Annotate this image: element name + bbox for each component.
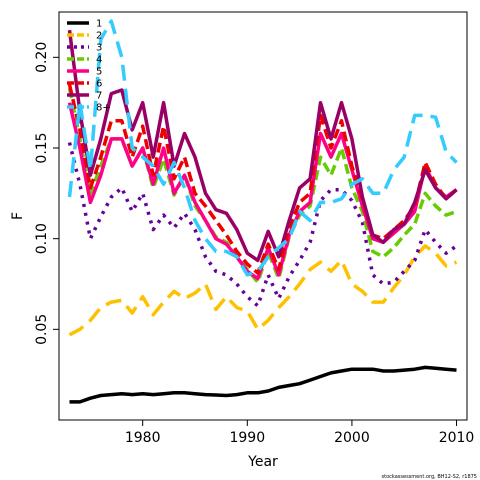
legend-label: 6 [96,79,102,90]
y-axis-label: F [10,212,26,220]
y-tick-label: 0.05 [34,314,50,345]
plot-frame [58,11,468,421]
x-tick-label: 2000 [334,430,370,446]
y-tick-label: 0.10 [34,223,50,254]
series-line-5 [67,102,458,281]
series-line-2 [68,244,458,337]
series-line-1 [69,365,457,404]
series-line-6 [67,84,458,275]
legend-label: 3 [96,43,102,54]
legend-label: 5 [96,67,102,78]
x-tick-label: 1980 [125,430,161,446]
y-axis: 0.05 0.10 0.15 0.20 [34,42,59,345]
legend-label: 8+ [96,103,111,114]
y-tick-label: 0.20 [34,42,50,73]
legend-label: 2 [96,31,102,42]
series-line-8plus [67,19,458,277]
x-axis-label: Year [247,454,278,470]
series-line-3 [67,142,458,308]
legend-label: 4 [96,55,102,66]
series-lines [67,19,458,404]
x-axis: 1980 1990 2000 2010 [125,420,474,446]
x-tick-label: 2010 [439,430,475,446]
watermark: stockassessment.org, BH12-S2, r1875 [382,474,477,480]
series-line-7 [67,29,458,263]
legend-label: 1 [96,19,102,30]
y-tick-label: 0.15 [34,132,50,163]
x-tick-label: 1990 [229,430,265,446]
legend-label: 7 [96,91,102,102]
